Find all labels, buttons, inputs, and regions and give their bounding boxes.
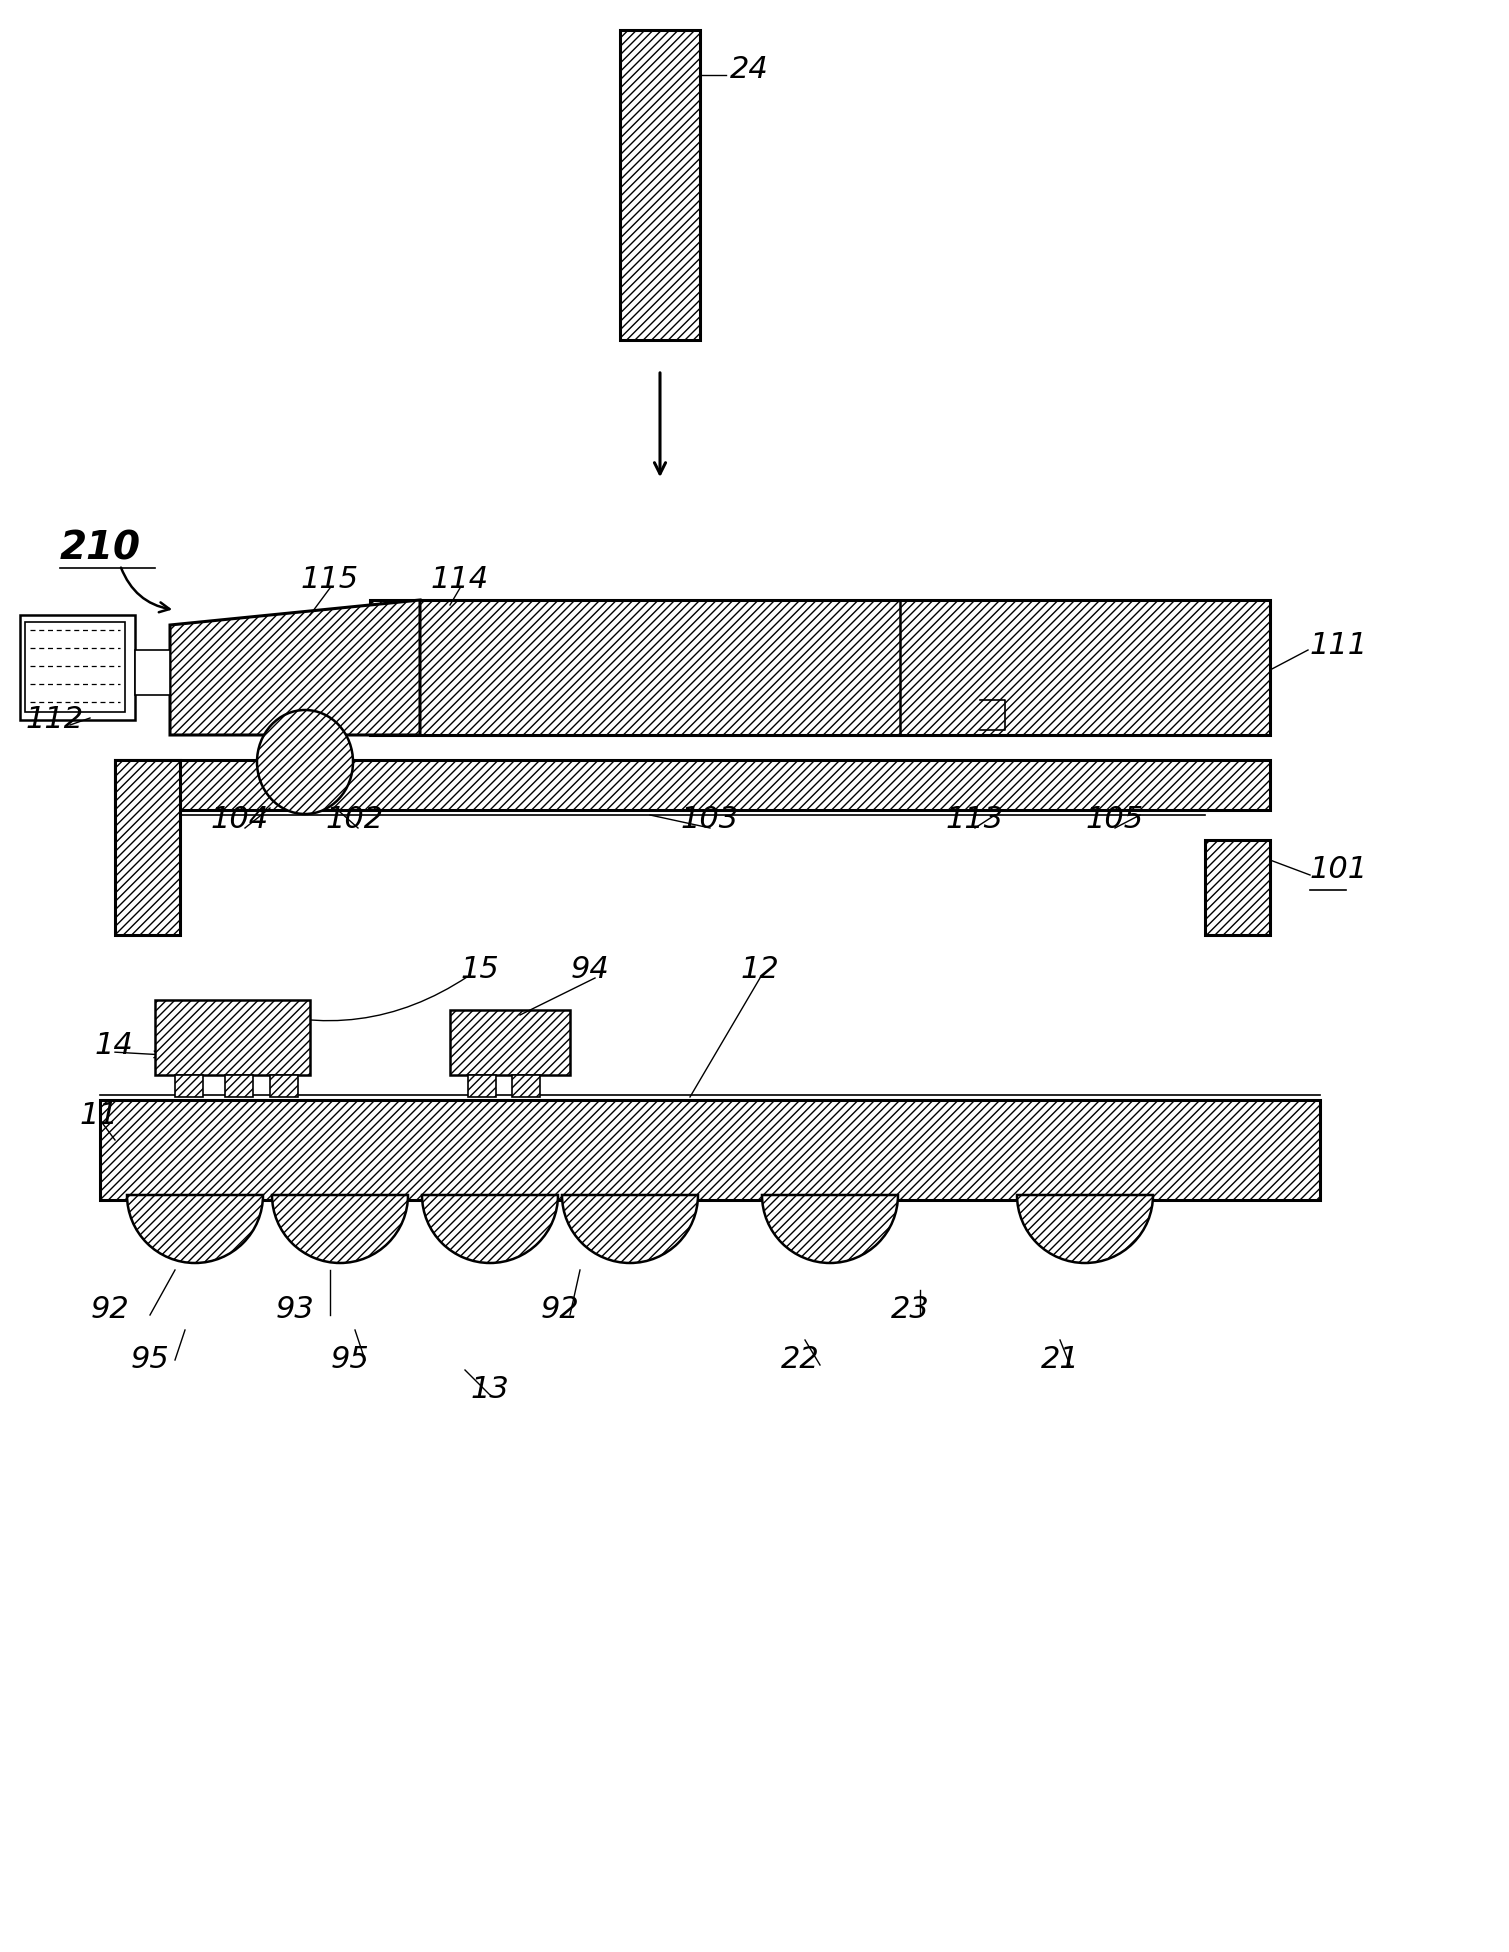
Text: 23: 23 (890, 1296, 930, 1325)
Bar (468, 1076, 496, 1097)
Bar (115, 759, 180, 935)
Wedge shape (762, 1195, 898, 1263)
Text: 13: 13 (471, 1376, 510, 1405)
Bar (155, 999, 309, 1076)
Wedge shape (127, 1195, 263, 1263)
Bar (512, 1076, 540, 1097)
Text: 15: 15 (460, 955, 499, 984)
Wedge shape (1017, 1195, 1153, 1263)
Bar (20, 615, 134, 720)
Bar (270, 1076, 297, 1097)
Bar (620, 29, 700, 340)
Ellipse shape (257, 711, 353, 814)
Text: 104: 104 (211, 806, 269, 835)
Text: 111: 111 (1310, 630, 1369, 660)
Text: 95: 95 (330, 1345, 370, 1374)
Bar (100, 1101, 1320, 1200)
Text: 22: 22 (780, 1345, 819, 1374)
Wedge shape (272, 1195, 407, 1263)
Text: 11: 11 (80, 1101, 119, 1130)
Text: 94: 94 (570, 955, 610, 984)
Text: 114: 114 (432, 566, 489, 595)
Text: 21: 21 (1041, 1345, 1079, 1374)
Text: 101: 101 (1310, 855, 1369, 884)
Bar (115, 759, 1271, 810)
Bar (225, 1076, 254, 1097)
Text: 12: 12 (741, 955, 779, 984)
Text: 103: 103 (681, 806, 739, 835)
Text: 112: 112 (26, 705, 85, 734)
Text: 105: 105 (1086, 806, 1144, 835)
Bar (134, 650, 171, 695)
Text: 102: 102 (326, 806, 385, 835)
Bar (1206, 839, 1271, 935)
Text: 95: 95 (131, 1345, 169, 1374)
Text: 92: 92 (540, 1296, 579, 1325)
Bar (175, 1076, 204, 1097)
Text: 24: 24 (730, 55, 768, 84)
Text: 210: 210 (60, 531, 140, 568)
Bar (370, 599, 1271, 736)
Wedge shape (561, 1195, 699, 1263)
Text: 92: 92 (91, 1296, 130, 1325)
Polygon shape (171, 599, 420, 736)
Text: 93: 93 (276, 1296, 314, 1325)
Wedge shape (423, 1195, 558, 1263)
Bar (26, 623, 125, 712)
Text: 115: 115 (300, 566, 359, 595)
Text: 14: 14 (95, 1031, 134, 1060)
Bar (450, 1009, 570, 1076)
Text: 113: 113 (946, 806, 1003, 835)
